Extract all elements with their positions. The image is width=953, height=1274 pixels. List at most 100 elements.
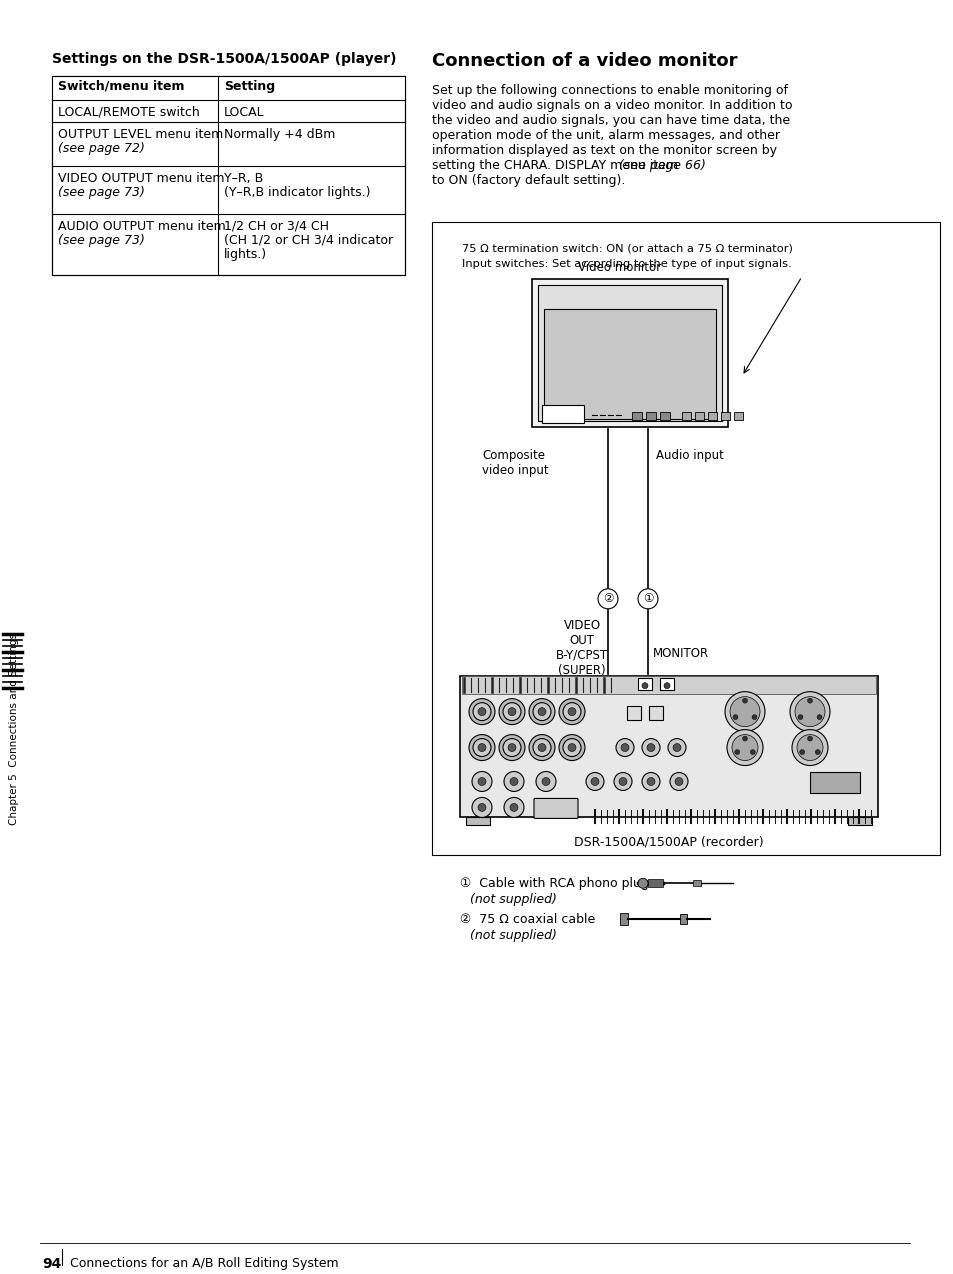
Circle shape <box>562 739 580 757</box>
Circle shape <box>558 698 584 725</box>
Text: 94: 94 <box>42 1256 61 1270</box>
Text: ②  75 Ω coaxial cable: ② 75 Ω coaxial cable <box>459 913 595 926</box>
Circle shape <box>789 692 829 731</box>
Bar <box>619 913 627 925</box>
Bar <box>659 678 673 689</box>
Circle shape <box>558 735 584 761</box>
Circle shape <box>638 589 658 609</box>
Text: 1/2 CH or 3/4 CH: 1/2 CH or 3/4 CH <box>224 219 329 233</box>
Text: VIDEO OUTPUT menu item: VIDEO OUTPUT menu item <box>58 172 224 185</box>
Text: MONITOR: MONITOR <box>652 647 708 660</box>
Bar <box>681 413 690 420</box>
Text: (see page 73): (see page 73) <box>58 233 145 247</box>
Circle shape <box>562 703 580 721</box>
Circle shape <box>641 772 659 790</box>
Circle shape <box>732 715 738 720</box>
Circle shape <box>741 698 747 703</box>
Circle shape <box>537 744 545 752</box>
Text: lights.): lights.) <box>224 247 267 260</box>
Text: ①: ① <box>642 592 653 605</box>
Circle shape <box>806 698 812 703</box>
Text: video and audio signals on a video monitor. In addition to: video and audio signals on a video monit… <box>432 99 792 112</box>
Circle shape <box>731 735 758 761</box>
Bar <box>720 413 729 420</box>
Circle shape <box>796 735 822 761</box>
Circle shape <box>502 703 520 721</box>
Circle shape <box>590 777 598 786</box>
Bar <box>733 413 742 420</box>
Circle shape <box>541 777 550 786</box>
Circle shape <box>618 777 626 786</box>
Text: (Y–R,B indicator lights.): (Y–R,B indicator lights.) <box>224 186 370 199</box>
Circle shape <box>799 749 804 754</box>
Circle shape <box>477 777 485 786</box>
Bar <box>679 915 686 924</box>
Bar <box>659 413 669 420</box>
Bar <box>465 818 490 826</box>
Bar <box>647 879 662 887</box>
Circle shape <box>741 736 747 741</box>
Circle shape <box>806 736 812 741</box>
Text: Audio input: Audio input <box>656 450 723 462</box>
Text: (not supplied): (not supplied) <box>470 893 557 906</box>
Text: (see page 73): (see page 73) <box>58 186 145 199</box>
Circle shape <box>734 749 739 754</box>
Circle shape <box>498 698 524 725</box>
Text: Normally +4 dBm: Normally +4 dBm <box>224 127 335 140</box>
Circle shape <box>473 739 491 757</box>
Circle shape <box>616 739 634 757</box>
Circle shape <box>472 772 492 791</box>
Text: DSR-1500A/1500AP (recorder): DSR-1500A/1500AP (recorder) <box>574 836 763 848</box>
Circle shape <box>477 744 485 752</box>
Bar <box>648 706 662 720</box>
Text: (CH 1/2 or CH 3/4 indicator: (CH 1/2 or CH 3/4 indicator <box>224 233 393 247</box>
Circle shape <box>794 697 824 726</box>
Text: 75 Ω termination switch: ON (or attach a 75 Ω terminator): 75 Ω termination switch: ON (or attach a… <box>461 243 792 254</box>
Circle shape <box>529 735 555 761</box>
Text: Connection of a video monitor: Connection of a video monitor <box>432 52 737 70</box>
Text: Setting: Setting <box>224 80 274 93</box>
Bar <box>52 76 405 99</box>
Text: LOCAL: LOCAL <box>224 106 264 118</box>
Circle shape <box>669 772 687 790</box>
Bar <box>695 413 703 420</box>
Bar <box>459 675 877 818</box>
Circle shape <box>724 692 764 731</box>
Circle shape <box>797 715 802 720</box>
Circle shape <box>469 735 495 761</box>
Text: information displayed as text on the monitor screen by: information displayed as text on the mon… <box>432 144 776 157</box>
Bar <box>626 706 640 720</box>
Text: Set up the following connections to enable monitoring of: Set up the following connections to enab… <box>432 84 787 97</box>
Bar <box>532 279 727 427</box>
Text: AUDIO OUTPUT menu item: AUDIO OUTPUT menu item <box>58 219 226 233</box>
Bar <box>52 76 405 275</box>
Bar <box>543 310 716 419</box>
Bar <box>847 818 871 826</box>
Text: LOCAL/REMOTE switch: LOCAL/REMOTE switch <box>58 106 199 118</box>
Circle shape <box>620 744 628 752</box>
Circle shape <box>646 744 655 752</box>
Text: OUTPUT LEVEL menu item: OUTPUT LEVEL menu item <box>58 127 223 140</box>
Text: ②: ② <box>602 592 613 605</box>
Circle shape <box>537 707 545 716</box>
Circle shape <box>672 744 680 752</box>
Text: Composite
video input: Composite video input <box>481 450 548 478</box>
Bar <box>537 285 721 422</box>
Circle shape <box>614 772 631 790</box>
Circle shape <box>585 772 603 790</box>
Circle shape <box>749 749 755 754</box>
Text: the video and audio signals, you can have time data, the: the video and audio signals, you can hav… <box>432 113 789 127</box>
Circle shape <box>663 683 669 689</box>
Text: (see page 66): (see page 66) <box>618 159 705 172</box>
Circle shape <box>472 798 492 818</box>
Circle shape <box>638 878 647 888</box>
Circle shape <box>791 730 827 766</box>
Bar <box>692 880 700 887</box>
Circle shape <box>641 739 659 757</box>
Bar <box>645 413 656 420</box>
Circle shape <box>510 804 517 812</box>
Circle shape <box>469 698 495 725</box>
Circle shape <box>503 798 523 818</box>
Circle shape <box>667 739 685 757</box>
Circle shape <box>473 703 491 721</box>
